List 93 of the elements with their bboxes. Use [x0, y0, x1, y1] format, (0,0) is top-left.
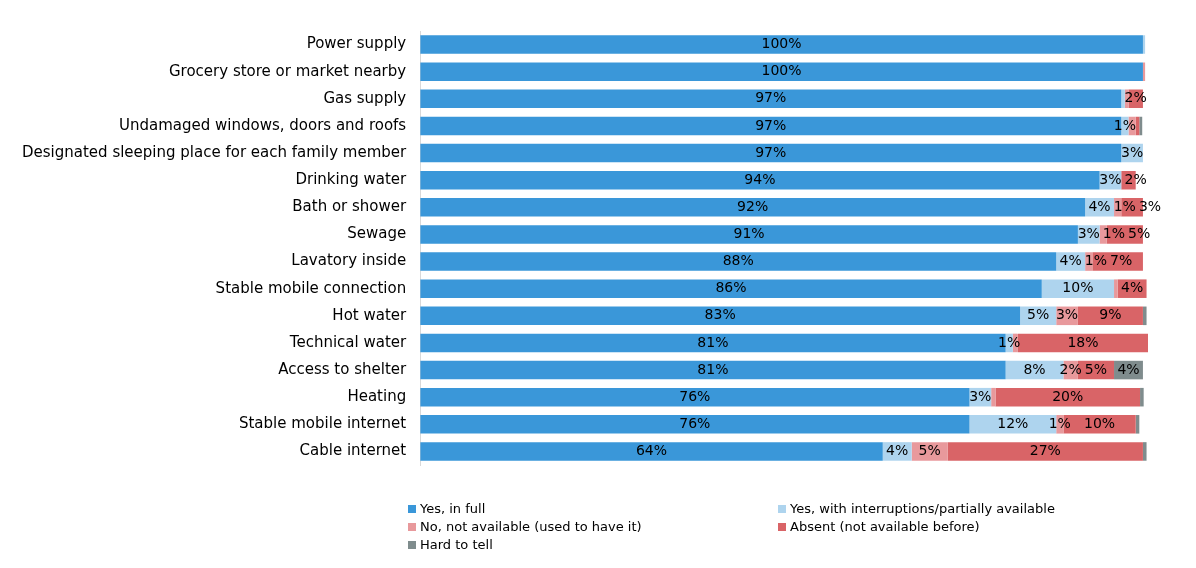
- data-label: 3%: [969, 387, 992, 404]
- bar: [1139, 116, 1143, 136]
- legend-label: No, not available (used to have it): [420, 518, 642, 536]
- y-tick-label: Lavatory inside: [291, 251, 407, 270]
- data-label: 91%: [733, 225, 765, 242]
- data-label: 4%: [1088, 197, 1111, 214]
- data-label: 4%: [1120, 279, 1144, 296]
- data-label: 100%: [761, 62, 802, 79]
- data-label: 97%: [755, 89, 787, 106]
- data-label: 1%: [1048, 414, 1071, 431]
- data-label: 3%: [1055, 306, 1079, 323]
- bar: [420, 387, 970, 407]
- data-label: 5%: [1027, 306, 1050, 323]
- bar: [995, 387, 1141, 407]
- data-label: 12%: [997, 414, 1029, 431]
- data-label: 3%: [1077, 225, 1100, 242]
- bar: [1142, 62, 1146, 81]
- bar: [420, 252, 1057, 271]
- data-label: 4%: [1059, 252, 1082, 269]
- y-tick-label: Hot water: [332, 305, 408, 324]
- y-tick-label: Grocery store or market nearby: [168, 61, 407, 80]
- data-label: 1%: [1084, 252, 1107, 269]
- legend-label: Yes, with interruptions/partially available: [790, 500, 1055, 518]
- bar: [420, 89, 1122, 109]
- data-label: 10%: [1084, 414, 1116, 431]
- data-label: 1%: [1102, 225, 1126, 242]
- data-label: 1%: [998, 333, 1021, 350]
- data-label: 1%: [1113, 197, 1136, 214]
- data-label: 9%: [1099, 306, 1122, 323]
- bar: [991, 387, 996, 407]
- data-label: 27%: [1029, 442, 1061, 459]
- data-label: 3%: [1099, 170, 1122, 187]
- data-label: 97%: [755, 143, 787, 160]
- data-label: 97%: [755, 116, 787, 133]
- legend-label: Absent (not available before): [790, 518, 980, 536]
- bar: [1114, 279, 1118, 298]
- y-tick-label: Heating: [347, 387, 407, 406]
- bar: [420, 415, 970, 434]
- bar: [1142, 306, 1147, 326]
- data-label: 81%: [697, 360, 729, 377]
- bar: [1121, 89, 1125, 109]
- data-label: 1%: [1113, 116, 1136, 133]
- bar: [420, 279, 1042, 298]
- legend-label: Yes, in full: [420, 500, 486, 518]
- bar: [420, 35, 1143, 54]
- y-tick-label: Access to shelter: [278, 359, 408, 378]
- bar: [420, 62, 1143, 81]
- data-label: 92%: [737, 197, 769, 214]
- y-tick-label: Technical water: [288, 332, 408, 351]
- bar: [1140, 387, 1144, 407]
- bar: [1041, 279, 1115, 298]
- bar: [420, 198, 1086, 217]
- data-label: 94%: [744, 170, 776, 187]
- data-label: 5%: [918, 442, 941, 459]
- bar: [420, 306, 1021, 326]
- data-label: 18%: [1067, 333, 1099, 350]
- data-label: 4%: [886, 442, 909, 459]
- bar: [420, 170, 1100, 190]
- bar: [420, 143, 1122, 163]
- bar: [947, 442, 1143, 461]
- data-label: 86%: [715, 279, 747, 296]
- bar: [1142, 35, 1146, 54]
- y-tick-label: Stable mobile connection: [215, 278, 407, 297]
- y-tick-label: Undamaged windows, doors and roofs: [118, 115, 407, 134]
- y-tick-label: Cable internet: [299, 441, 407, 460]
- y-tick-label: Drinking water: [295, 170, 408, 189]
- data-label: 100%: [761, 35, 802, 52]
- y-tick-label: Power supply: [306, 34, 407, 53]
- data-label: 3%: [1120, 143, 1144, 160]
- data-label: 88%: [722, 252, 754, 269]
- y-tick-label: Gas supply: [323, 88, 407, 107]
- data-label: 81%: [697, 333, 729, 350]
- data-label: 8%: [1023, 360, 1046, 377]
- y-tick-label: Designated sleeping place for each family member: [22, 142, 408, 161]
- data-label: 7%: [1109, 252, 1133, 269]
- bar: [1142, 442, 1147, 461]
- data-label: 2%: [1124, 170, 1147, 187]
- data-label: 76%: [679, 414, 711, 431]
- data-label: 64%: [635, 442, 668, 459]
- bar: [420, 360, 1006, 380]
- data-label: 5%: [1084, 360, 1108, 377]
- bar: [420, 225, 1078, 244]
- data-label: 20%: [1052, 387, 1084, 404]
- data-label: 83%: [704, 306, 736, 323]
- data-label: 10%: [1062, 279, 1094, 296]
- legend-label: Hard to tell: [420, 536, 493, 554]
- bar: [420, 442, 883, 461]
- data-label: 4%: [1117, 360, 1140, 377]
- data-label: 76%: [679, 387, 711, 404]
- y-tick-label: Sewage: [347, 224, 407, 243]
- y-tick-label: Stable mobile internet: [238, 414, 407, 433]
- data-label: 2%: [1059, 360, 1082, 377]
- y-tick-label: Bath or shower: [292, 197, 408, 216]
